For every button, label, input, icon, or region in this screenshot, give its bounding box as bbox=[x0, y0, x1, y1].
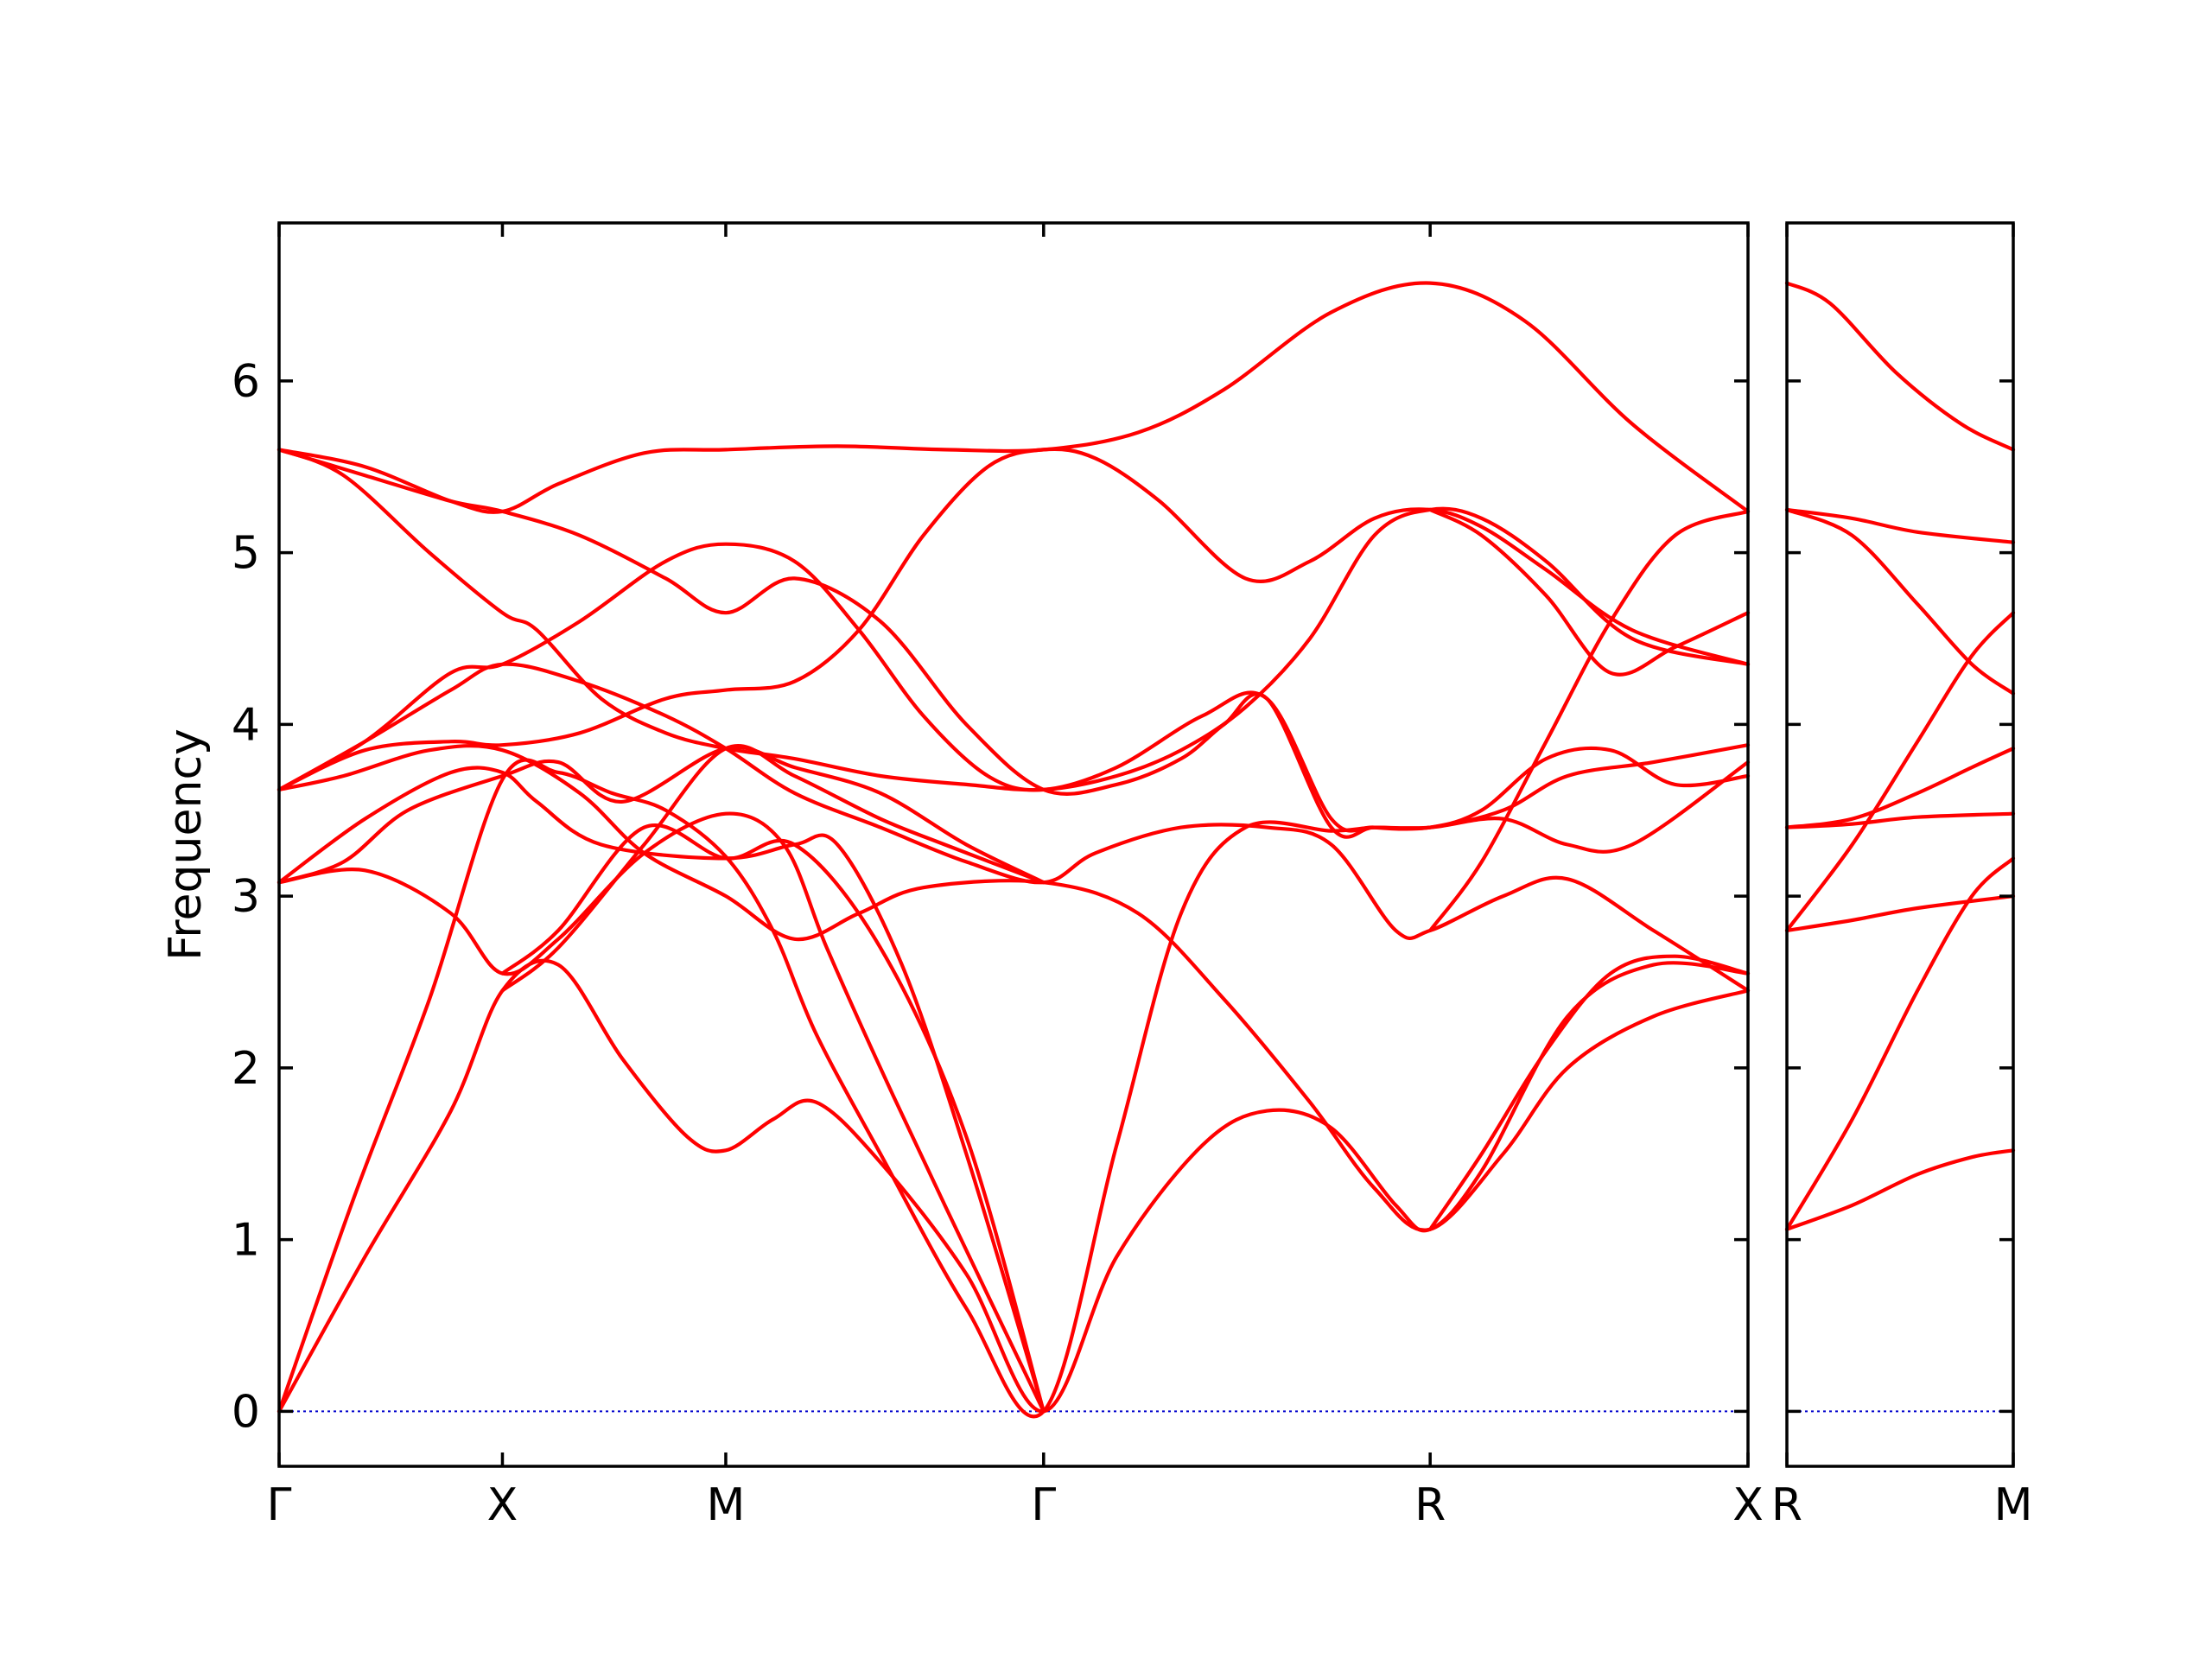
side-band-line-6 bbox=[1784, 611, 2016, 932]
side-band-line-1 bbox=[1784, 281, 2016, 452]
main-band-line-15 bbox=[1428, 509, 1751, 932]
x-tick-label: X bbox=[487, 1479, 518, 1531]
side-band-line-3 bbox=[1784, 507, 2016, 696]
y-axis-label: Frequency bbox=[160, 728, 212, 961]
side-band-line-7 bbox=[1784, 894, 2016, 932]
x-tick-label: Γ bbox=[1031, 1479, 1056, 1531]
y-tick-label: 1 bbox=[232, 1215, 260, 1267]
side-band-line-9 bbox=[1784, 1148, 2016, 1231]
main-band-line-14 bbox=[500, 823, 1046, 1414]
side-band-line-2 bbox=[1784, 507, 2016, 544]
x-tick-label: R bbox=[1414, 1479, 1446, 1531]
main-panel: 0 1 2 3 4 5 6 Γ X M Γ R X bbox=[232, 221, 1764, 1531]
main-band-line-9 bbox=[276, 281, 1751, 514]
x-tick-label: M bbox=[1994, 1479, 2033, 1531]
x-tick-label: M bbox=[707, 1479, 746, 1531]
x-tick-label: Γ bbox=[267, 1479, 292, 1531]
main-plot-frame bbox=[277, 221, 1750, 1468]
y-tick-label: 0 bbox=[232, 1386, 260, 1438]
main-band-line-13 bbox=[500, 743, 1046, 993]
side-band-line-5 bbox=[1784, 747, 2016, 830]
main-band-line-8 bbox=[276, 448, 1751, 792]
main-band-line-1 bbox=[276, 958, 1751, 1414]
main-band-line-10 bbox=[276, 448, 1751, 854]
y-tick-label: 4 bbox=[232, 699, 260, 751]
main-band-line-3 bbox=[276, 811, 1046, 1414]
x-tick-label: X bbox=[1732, 1479, 1764, 1531]
x-tick-label: R bbox=[1771, 1479, 1802, 1531]
main-band-line-16 bbox=[1428, 507, 1751, 677]
side-band-line-8 bbox=[1784, 856, 2016, 1231]
y-tick-label: 3 bbox=[232, 871, 260, 923]
main-band-line-12 bbox=[276, 745, 1046, 885]
y-tick-label: 6 bbox=[232, 356, 260, 408]
y-tick-label: 2 bbox=[232, 1043, 260, 1095]
side-plot-frame bbox=[1785, 221, 2015, 1468]
main-band-line-6 bbox=[276, 447, 1751, 791]
main-band-line-17 bbox=[1428, 954, 1751, 1231]
main-band-line-5 bbox=[276, 744, 1751, 1232]
y-tick-label: 5 bbox=[232, 528, 260, 580]
